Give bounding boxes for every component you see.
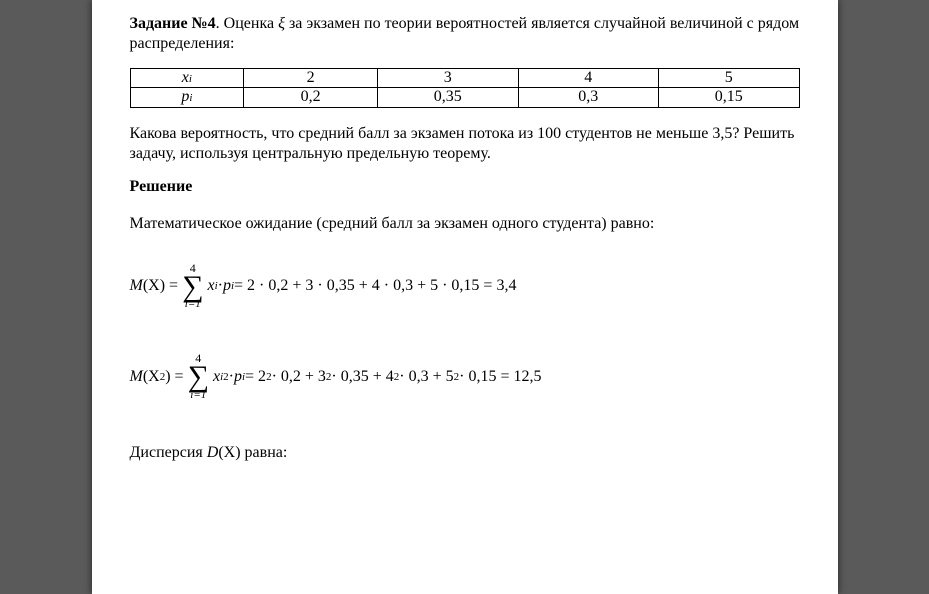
l2c: (X)	[218, 444, 240, 461]
formula-mx: M(X) = 4 ∑ i=1 xi · pi = 2 · 0,2 + 3 · 0…	[130, 262, 800, 311]
formula-mx2: M(X2) = 4 ∑ i=1 xi2 · pi = 22 · 0,2 + 32…	[130, 352, 800, 401]
question-text: Какова вероятность, что средний балл за …	[130, 124, 800, 164]
f2-b: · 0,2 + 3	[272, 368, 326, 386]
row-label-xi: xi	[130, 69, 244, 88]
cell: 0,3	[518, 88, 658, 107]
solution-heading: Решение	[130, 178, 800, 196]
sum-symbol: ∑	[182, 274, 203, 300]
l2b: D	[207, 444, 219, 461]
cell: 0,15	[658, 88, 799, 107]
l2a: Дисперсия	[130, 444, 207, 461]
f2-d: · 0,3 + 5	[399, 368, 453, 386]
sigma-icon: 4 ∑ i=1	[184, 352, 213, 401]
task-label: Задание №4	[130, 15, 216, 32]
lead-text-2: Дисперсия D(X) равна:	[130, 443, 800, 463]
distribution-table: xi 2 3 4 5 pi 0,2 0,35 0,3 0,15	[130, 68, 800, 108]
sum-lower: i=1	[190, 390, 206, 401]
f2-a: = 2	[245, 368, 266, 386]
f2-c: · 0,35 + 4	[331, 368, 393, 386]
f2-lhs2a: (X	[143, 368, 160, 386]
f2-p: p	[234, 368, 242, 386]
document-page: Задание №4. Оценка ξ за экзамен по теори…	[92, 0, 838, 594]
cell: 2	[244, 69, 378, 88]
xi-symbol: ξ	[278, 15, 285, 32]
cell: 4	[518, 69, 658, 88]
task-intro: Задание №4. Оценка ξ за экзамен по теори…	[130, 14, 800, 54]
table-row: pi 0,2 0,35 0,3 0,15	[130, 88, 799, 107]
f1-lhs1: M	[130, 277, 143, 295]
f2-lhs2b: ) =	[165, 368, 183, 386]
table-row: xi 2 3 4 5	[130, 69, 799, 88]
cell: 3	[378, 69, 518, 88]
f1-lhs2: (X) =	[143, 277, 178, 295]
f1-p: p	[223, 277, 231, 295]
intro-t1: . Оценка	[216, 15, 278, 32]
f2-e: · 0,15 = 12,5	[459, 368, 541, 386]
row-label-pi: pi	[130, 88, 244, 107]
lead-text-1: Математическое ожидание (средний балл за…	[130, 214, 800, 234]
sigma-icon: 4 ∑ i=1	[178, 262, 207, 311]
cell: 5	[658, 69, 799, 88]
f2-x: x	[213, 368, 220, 386]
f1-rest: = 2 · 0,2 + 3 · 0,35 + 4 · 0,3 + 5 · 0,1…	[234, 277, 516, 295]
f2-lhs1: M	[130, 368, 143, 386]
sum-symbol: ∑	[188, 364, 209, 390]
sum-lower: i=1	[185, 299, 201, 310]
cell: 0,35	[378, 88, 518, 107]
f1-x: x	[207, 277, 214, 295]
cell: 0,2	[244, 88, 378, 107]
l2d: равна:	[241, 444, 288, 461]
